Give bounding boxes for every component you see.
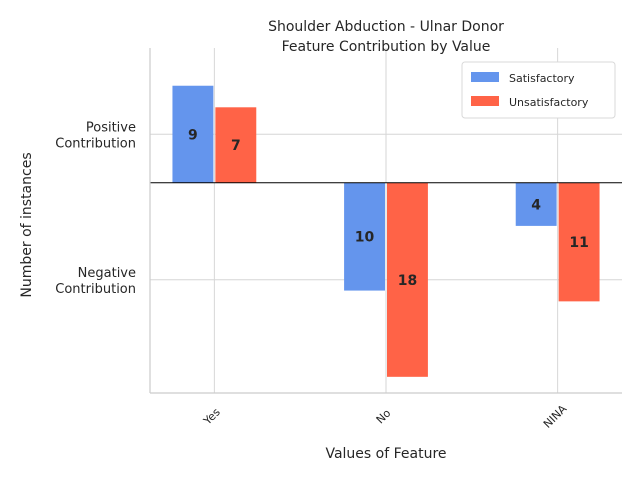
bar-satisfactory-nina xyxy=(515,182,557,226)
bar-label-unsatisfactory-yes: 7 xyxy=(231,138,241,154)
legend: Satisfactory Unsatisfactory xyxy=(461,61,616,119)
y-tick-label-1: Negative Contribution xyxy=(55,266,136,297)
bar-unsatisfactory-no xyxy=(387,182,428,377)
chart-title-line-2: Feature Contribution by Value xyxy=(282,39,491,55)
legend-swatch-unsatisfactory xyxy=(471,96,499,106)
bar-unsatisfactory-nina xyxy=(558,182,600,302)
chart-title-line-1: Shoulder Abduction - Ulnar Donor xyxy=(268,19,504,35)
y-tick-labels: Positive Contribution Negative Contribution xyxy=(55,120,136,297)
legend-frame xyxy=(461,61,616,119)
x-axis-label: Values of Feature xyxy=(325,446,446,462)
y-tick-label-0: Positive Contribution xyxy=(55,120,136,151)
bar-satisfactory-yes xyxy=(172,85,214,183)
x-tick-label-no: No xyxy=(374,406,394,426)
bar-label-satisfactory-yes: 9 xyxy=(188,127,198,143)
x-tick-label-nina: NINA xyxy=(541,402,570,431)
bar-label-unsatisfactory-nina: 11 xyxy=(569,235,588,251)
legend-label-unsatisfactory: Unsatisfactory xyxy=(509,96,589,109)
bars xyxy=(172,85,600,377)
x-tick-labels: Yes No NINA xyxy=(200,402,569,431)
legend-label-satisfactory: Satisfactory xyxy=(509,72,575,85)
bar-labels: 9 10 4 7 18 11 xyxy=(188,127,589,289)
bar-satisfactory-no xyxy=(344,182,385,291)
legend-swatch-satisfactory xyxy=(471,72,499,82)
bar-label-unsatisfactory-no: 18 xyxy=(398,273,417,289)
bar-unsatisfactory-yes xyxy=(215,107,257,183)
bar-label-satisfactory-nina: 4 xyxy=(531,197,541,213)
x-tick-label-yes: Yes xyxy=(200,405,223,428)
y-axis-label: Number of instances xyxy=(19,152,35,297)
bar-label-satisfactory-no: 10 xyxy=(355,230,375,246)
